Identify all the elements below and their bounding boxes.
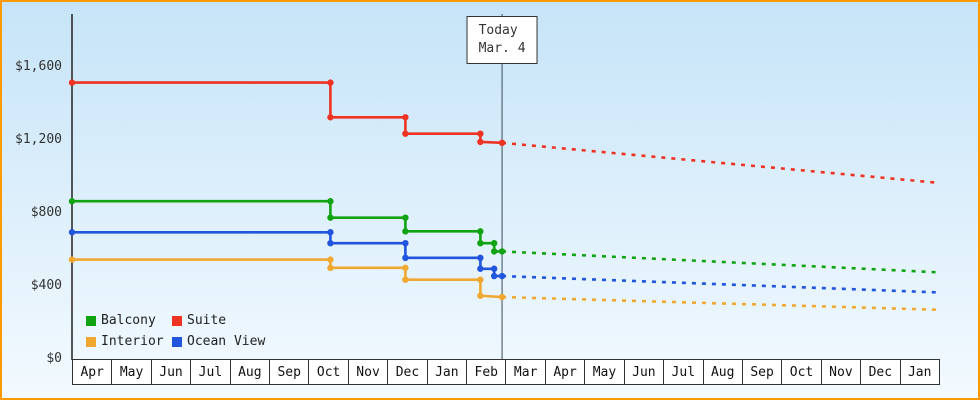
month-label: Feb [466,359,507,385]
month-label: Nov [820,359,862,385]
legend-item-suite: Suite [172,313,265,328]
legend-label: Interior [101,334,164,349]
price-point-dot [477,240,484,247]
price-point-dot [402,114,409,121]
price-point-dot [327,79,334,86]
series-forecast-line-balcony [501,250,941,274]
today-label-line1: Today [478,23,518,38]
price-point-dot [477,292,484,299]
price-point-dot [402,276,409,283]
y-axis-tick-label: $1,600 [15,59,62,74]
month-label: Sep [269,359,310,385]
price-point-dot [327,198,334,205]
month-label: Jun [623,359,665,385]
price-point-dot [68,256,76,263]
month-label: Jul [663,359,704,385]
price-point-dot [402,214,409,221]
price-point-dot [327,229,334,236]
month-label: Aug [702,359,743,385]
price-point-dot [490,240,498,247]
y-axis-tick-label: $400 [30,278,62,293]
month-label: Jul [190,359,231,385]
month-label: May [584,359,625,385]
legend: Balcony Suite Interior Ocean View [86,313,265,349]
price-point-dot [490,265,498,272]
legend-swatch-icon [172,336,182,347]
price-point-dot [68,79,76,86]
series-forecast-line-interior [502,295,941,312]
month-label: Oct [781,359,822,385]
price-point-dot [402,228,409,235]
price-point-dot [327,214,334,221]
today-marker-label: Today Mar. 4 [466,16,538,64]
month-label: Nov [347,359,389,385]
month-label: Jan [426,359,468,385]
month-label: Apr [72,359,113,385]
price-point-dot [477,265,484,272]
price-point-dot [490,272,498,280]
month-label: Aug [229,359,271,385]
price-point-dot [498,248,506,255]
series-forecast-line-suite [501,141,941,185]
month-label: Jan [899,359,940,385]
month-label: Mar [505,359,546,385]
month-label: May [111,359,152,385]
price-point-dot [402,254,409,261]
series-line-suite [72,81,503,145]
price-point-dot [327,240,334,247]
month-label: Apr [544,359,586,385]
month-label: Oct [308,359,349,385]
legend-label: Suite [187,313,227,328]
price-point-dot [68,198,76,205]
price-point-dot [498,272,506,280]
price-point-dot [498,139,506,147]
legend-swatch-icon [86,315,96,326]
y-axis-tick-label: $1,200 [15,132,62,147]
legend-swatch-icon [86,336,96,347]
price-point-dot [402,130,409,137]
month-label: Jun [150,359,192,385]
series-line-interior [72,258,503,299]
legend-item-interior: Interior [86,334,172,349]
price-point-dot [498,293,506,301]
series-line-balcony [72,199,503,253]
legend-label: Ocean View [187,334,266,349]
legend-item-ocean-view: Ocean View [172,334,265,349]
month-label: Dec [860,359,901,385]
price-point-dot [327,256,334,263]
y-axis-tick-label: $800 [30,205,62,220]
price-point-dot [327,264,334,272]
x-axis-month-row: Apr May Jun Jul Aug Sep Oct Nov Dec Jan Feb Mar Apr M… [72,359,940,385]
y-axis-tick-label: $0 [46,351,62,366]
price-point-dot [477,138,484,146]
price-point-dot [490,248,498,255]
legend-label: Balcony [101,313,156,328]
price-point-dot [327,114,334,121]
series-forecast-line-ocean-view [502,274,941,294]
price-point-dot [477,130,484,137]
price-point-dot [402,264,409,272]
price-point-dot [402,240,409,247]
legend-swatch-icon [172,315,182,326]
price-point-dot [477,254,484,261]
price-point-dot [477,228,484,235]
today-label-line2: Mar. 4 [478,41,526,56]
series-line-ocean-view [72,231,503,278]
price-point-dot [68,229,76,236]
month-label: Sep [741,359,783,385]
price-point-dot [477,276,484,283]
legend-item-balcony: Balcony [86,313,172,328]
month-label: Dec [387,359,428,385]
